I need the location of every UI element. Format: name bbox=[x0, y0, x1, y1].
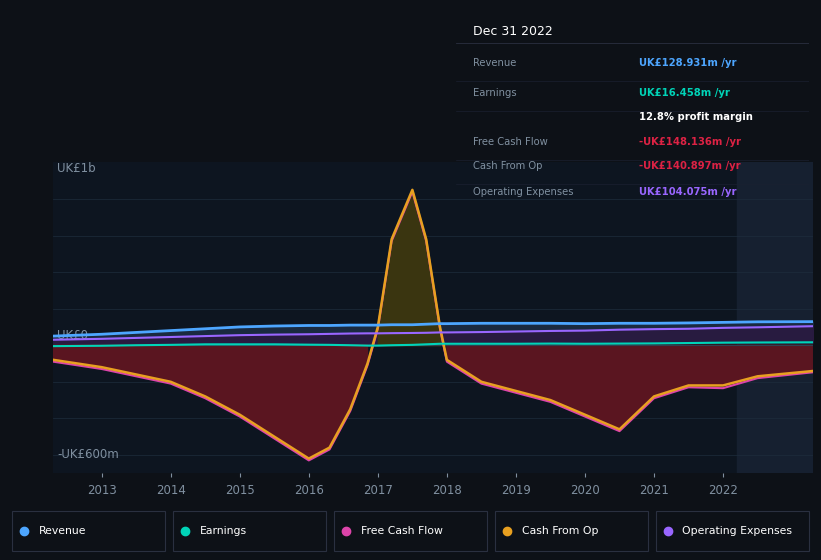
Bar bbox=[656, 511, 809, 550]
Bar bbox=[495, 511, 648, 550]
Text: 12.8% profit margin: 12.8% profit margin bbox=[640, 111, 753, 122]
Text: Dec 31 2022: Dec 31 2022 bbox=[474, 25, 553, 38]
Text: Operating Expenses: Operating Expenses bbox=[474, 187, 574, 197]
Text: UK£0: UK£0 bbox=[57, 329, 88, 342]
Text: -UK£140.897m /yr: -UK£140.897m /yr bbox=[640, 161, 741, 171]
Text: Free Cash Flow: Free Cash Flow bbox=[474, 137, 548, 147]
Bar bbox=[173, 511, 326, 550]
Text: Revenue: Revenue bbox=[39, 526, 86, 535]
Text: Cash From Op: Cash From Op bbox=[474, 161, 543, 171]
Text: Operating Expenses: Operating Expenses bbox=[682, 526, 792, 535]
Text: UK£128.931m /yr: UK£128.931m /yr bbox=[640, 58, 736, 68]
Bar bbox=[12, 511, 165, 550]
Text: Free Cash Flow: Free Cash Flow bbox=[360, 526, 443, 535]
Text: UK£104.075m /yr: UK£104.075m /yr bbox=[640, 187, 736, 197]
Text: -UK£600m: -UK£600m bbox=[57, 449, 119, 461]
Text: -UK£148.136m /yr: -UK£148.136m /yr bbox=[640, 137, 741, 147]
Text: UK£1b: UK£1b bbox=[57, 162, 96, 175]
Text: Earnings: Earnings bbox=[474, 88, 517, 97]
Text: Revenue: Revenue bbox=[474, 58, 516, 68]
Bar bbox=[737, 162, 813, 473]
Text: Cash From Op: Cash From Op bbox=[521, 526, 598, 535]
Bar bbox=[334, 511, 487, 550]
Text: UK£16.458m /yr: UK£16.458m /yr bbox=[640, 88, 730, 97]
Text: Earnings: Earnings bbox=[200, 526, 247, 535]
